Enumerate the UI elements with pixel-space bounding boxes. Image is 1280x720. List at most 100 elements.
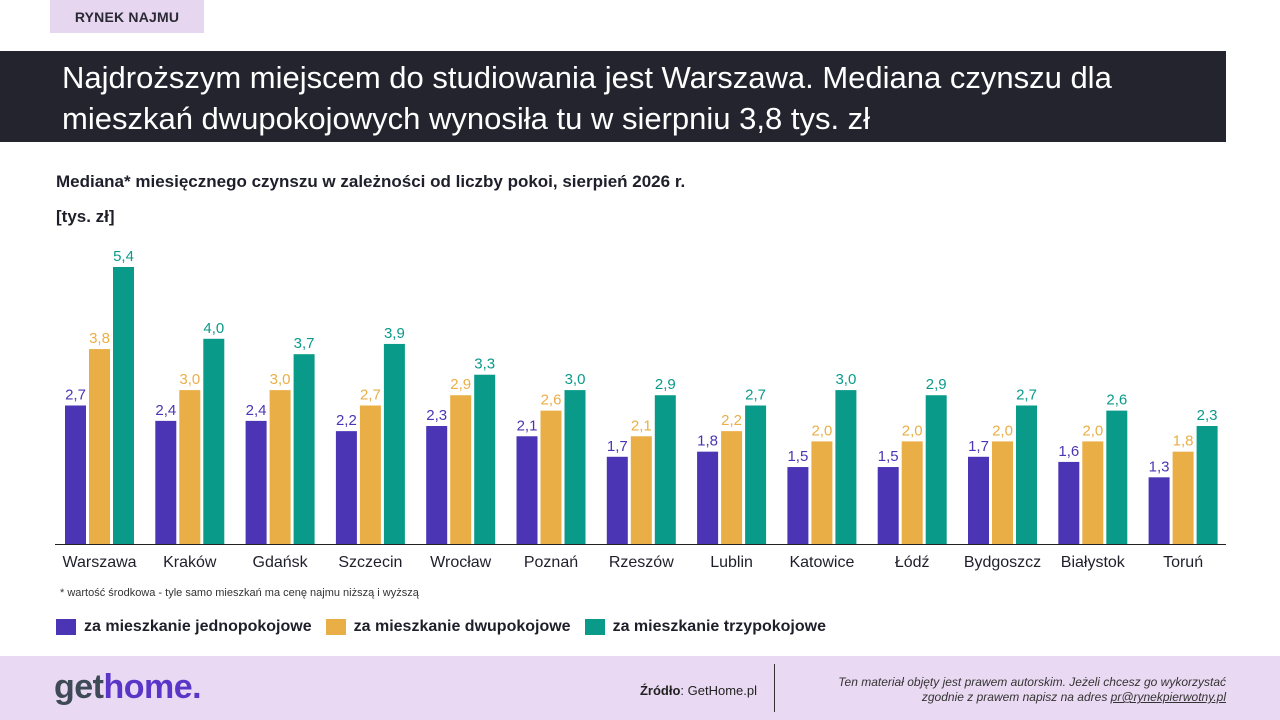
bar-chart: 2,73,85,4Warszawa2,43,04,0Kraków2,43,03,… [55, 248, 1226, 571]
data-label: 2,7 [65, 386, 86, 403]
bar-Gdańsk-series2 [269, 390, 291, 544]
x-tick-label: Warszawa [62, 554, 136, 571]
source-note: Źródło: GetHome.pl [639, 683, 757, 698]
bar-Kraków-series1 [155, 420, 177, 544]
bar-Łódź-series1 [877, 467, 899, 544]
footnote: * wartość środkowa - tyle samo mieszkań … [60, 587, 419, 599]
bar-Poznań-series3 [564, 390, 586, 544]
bar-Szczecin-series1 [335, 431, 357, 544]
data-label: 1,7 [968, 438, 989, 455]
bar-Gdańsk-series1 [245, 420, 267, 544]
x-tick-label: Gdańsk [253, 554, 309, 571]
x-tick-label: Poznań [524, 554, 578, 571]
bar-Wrocław-series3 [474, 374, 496, 544]
bar-Lublin-series2 [721, 431, 743, 544]
bar-Warszawa-series2 [89, 349, 110, 544]
bar-Białystok-series3 [1106, 410, 1128, 544]
x-tick-label: Kraków [163, 554, 217, 571]
bar-Warszawa-series1 [65, 405, 86, 544]
data-label: 1,3 [1149, 458, 1170, 475]
data-label: 3,0 [835, 371, 856, 388]
bar-Katowice-series3 [835, 390, 857, 544]
bar-Kraków-series2 [179, 390, 201, 544]
data-label: 2,6 [1106, 392, 1127, 409]
section-tag: RYNEK NAJMU [50, 0, 204, 33]
data-label: 3,7 [294, 335, 315, 352]
data-label: 1,8 [1173, 433, 1194, 450]
data-label: 2,0 [811, 422, 832, 439]
data-label: 2,7 [1016, 386, 1037, 403]
legend-item-series1: za mieszkanie jednopokojowe [56, 618, 312, 636]
data-label: 2,2 [336, 412, 357, 429]
bar-Bydgoszcz-series3 [1016, 405, 1037, 544]
data-label: 2,9 [655, 376, 676, 393]
chart-legend: za mieszkanie jednopokojowe za mieszkani… [56, 618, 826, 636]
x-tick-label: Toruń [1163, 554, 1203, 571]
bar-Łódź-series2 [901, 441, 923, 544]
bar-Rzeszów-series1 [606, 456, 628, 544]
x-tick-label: Wrocław [430, 554, 491, 571]
data-label: 4,0 [203, 320, 224, 337]
data-label: 1,6 [1058, 443, 1079, 460]
legend-swatch [56, 619, 76, 635]
legend-label: za mieszkanie dwupokojowe [353, 618, 571, 635]
bar-Poznań-series1 [516, 436, 538, 544]
data-label: 2,3 [426, 407, 447, 424]
bar-Katowice-series2 [811, 441, 833, 544]
data-label: 2,4 [246, 402, 267, 419]
bar-Szczecin-series3 [383, 343, 405, 544]
email-link[interactable]: pr@rynekpierwotny.pl [1110, 690, 1226, 704]
data-label: 2,4 [155, 402, 176, 419]
data-label: 3,3 [474, 356, 495, 373]
bar-Katowice-series1 [787, 467, 809, 544]
bar-Szczecin-series2 [359, 405, 381, 544]
bar-Rzeszów-series2 [630, 436, 652, 544]
chart-unit: [tys. zł] [56, 207, 115, 226]
x-tick-label: Bydgoszcz [964, 554, 1041, 571]
headline-banner: Najdroższym miejscem do studiowania jest… [0, 51, 1226, 142]
legend-swatch [325, 619, 346, 635]
x-tick-label: Łódź [895, 554, 930, 571]
data-label: 3,0 [179, 371, 200, 388]
data-label: 2,6 [541, 392, 562, 409]
copyright-note: Ten materiał objęty jest prawem autorski… [838, 675, 1226, 704]
bar-Toruń-series1 [1148, 477, 1170, 544]
x-tick-label: Szczecin [338, 554, 402, 571]
footer: gethome. Źródło: GetHome.pl Ten materiał… [0, 656, 1280, 720]
footer-divider [774, 664, 775, 712]
headline: Najdroższym miejscem do studiowania jest… [62, 60, 1112, 136]
bar-Lublin-series1 [697, 451, 719, 544]
legend-label: za mieszkanie trzypokojowe [612, 618, 826, 635]
data-label: 2,1 [517, 417, 538, 434]
data-label: 1,5 [787, 448, 808, 465]
data-label: 5,4 [113, 248, 134, 265]
gethome-logo: gethome. [54, 668, 202, 706]
x-tick-label: Katowice [789, 554, 854, 571]
data-label: 2,3 [1197, 407, 1218, 424]
data-label: 2,2 [721, 412, 742, 429]
bar-Toruń-series2 [1172, 451, 1194, 544]
data-label: 2,7 [360, 386, 381, 403]
bar-Toruń-series3 [1196, 426, 1218, 544]
bar-Rzeszów-series3 [654, 395, 676, 544]
bar-Kraków-series3 [203, 338, 225, 544]
data-label: 2,0 [1082, 422, 1103, 439]
bar-Wrocław-series1 [426, 426, 448, 544]
bar-Gdańsk-series3 [293, 354, 315, 544]
legend-item-series3: za mieszkanie trzypokojowe [584, 618, 826, 636]
data-label: 3,9 [384, 325, 405, 342]
bar-Wrocław-series2 [450, 395, 472, 544]
x-tick-label: Lublin [710, 554, 753, 571]
x-tick-label: Rzeszów [609, 554, 674, 571]
bar-Warszawa-series3 [113, 266, 134, 544]
data-label: 2,9 [926, 376, 947, 393]
data-label: 2,1 [631, 417, 652, 434]
data-label: 2,9 [450, 376, 471, 393]
bar-Białystok-series2 [1082, 441, 1104, 544]
bar-Bydgoszcz-series1 [968, 456, 989, 544]
bar-Bydgoszcz-series2 [992, 441, 1013, 544]
data-label: 1,7 [607, 438, 628, 455]
legend-label: za mieszkanie jednopokojowe [84, 618, 312, 635]
data-label: 1,8 [697, 433, 718, 450]
data-label: 2,7 [745, 386, 766, 403]
